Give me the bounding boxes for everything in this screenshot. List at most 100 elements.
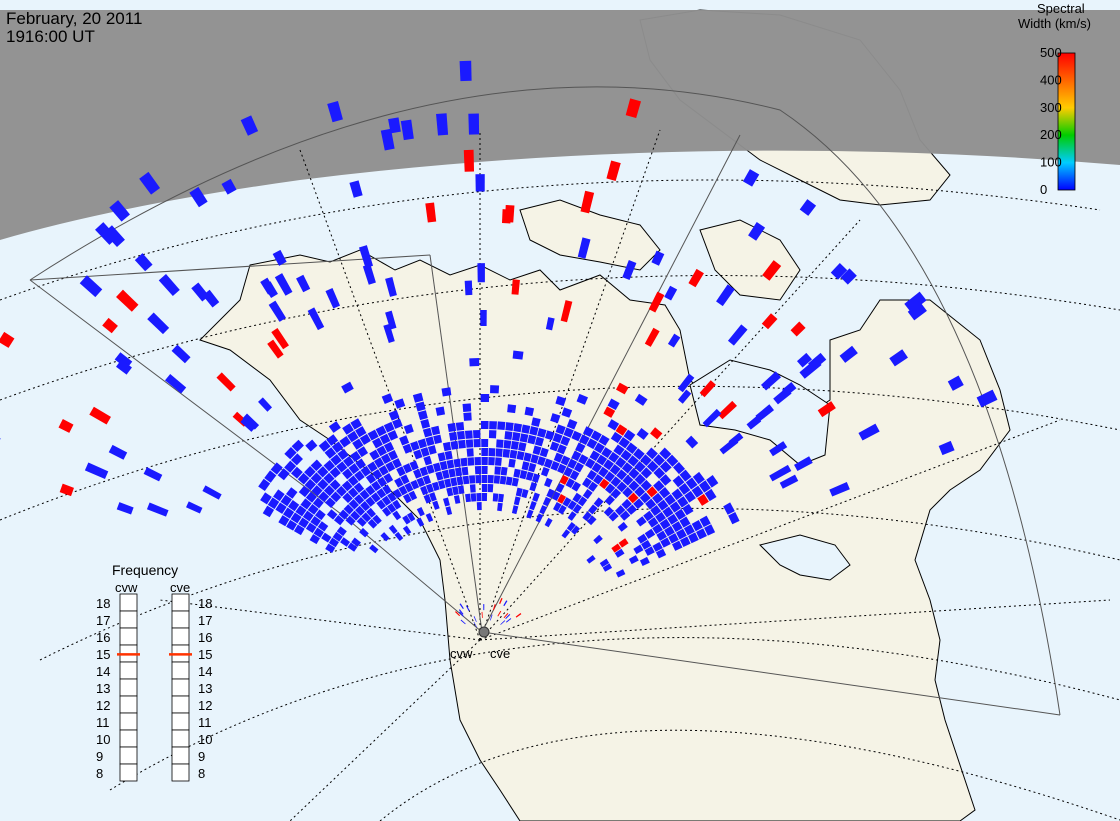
echo-cell (625, 442, 638, 454)
echo-cell (505, 422, 514, 431)
colorbar-tick: 100 (1040, 155, 1062, 170)
echo-cell (431, 481, 440, 492)
echo-cell (425, 202, 437, 223)
echo-cell (621, 462, 633, 474)
echo-cell (340, 537, 351, 547)
echo-cell (189, 186, 208, 208)
echo-cell (549, 441, 560, 452)
echo-cell (300, 498, 312, 510)
date-label: February, 20 2011 (6, 9, 142, 28)
colorbar-tick: 200 (1040, 127, 1062, 142)
echo-cell (0, 331, 15, 348)
echo-cell (437, 452, 446, 462)
echo-cell (476, 493, 482, 502)
lat-lon-grid (0, 129, 1120, 821)
echo-cell (668, 533, 679, 544)
echo-cell (398, 485, 408, 496)
echo-cell (677, 496, 689, 508)
echo-cell (518, 442, 527, 452)
echo-cell (58, 419, 74, 433)
echo-cell (499, 475, 507, 485)
echo-cell (355, 426, 367, 438)
echo-cell (790, 321, 806, 337)
echo-cell (513, 423, 523, 433)
colorbar-gradient (1057, 52, 1076, 191)
echo-cell (417, 438, 427, 449)
echo-cell (343, 504, 354, 515)
freq-tick-cve: 9 (198, 749, 205, 764)
echo-cell (139, 171, 161, 195)
echo-cell (593, 534, 603, 545)
echo-cell (622, 486, 634, 498)
echo-cell (310, 472, 323, 484)
echo-cell (512, 350, 524, 360)
echo-cell (454, 467, 463, 477)
echo-cell (571, 525, 581, 535)
night-shading (0, 10, 1120, 240)
echo-cell (305, 439, 318, 452)
echo-cell (559, 474, 569, 485)
echo-cell (505, 618, 512, 623)
echo-cell (603, 506, 614, 517)
echo-cell (682, 503, 694, 516)
echo-cell (907, 302, 927, 321)
echo-cell (563, 466, 573, 477)
echo-cell (840, 268, 857, 285)
echo-cell (297, 472, 310, 485)
echo-cell (621, 498, 632, 510)
echo-cell (889, 349, 908, 367)
echo-cell (473, 616, 477, 622)
freq-tick-cve: 13 (198, 681, 212, 696)
echo-cell (499, 597, 503, 604)
echo-cell (387, 430, 399, 441)
echo-cell (436, 113, 449, 136)
echo-cell (445, 506, 453, 516)
echo-cell (504, 204, 515, 223)
echo-cell (353, 482, 365, 494)
colorbar-tick: 0 (1040, 182, 1047, 197)
echo-cell (461, 466, 469, 476)
echo-cell (566, 419, 578, 430)
echo-cell (349, 180, 363, 198)
echo-cell (634, 473, 646, 485)
echo-cell (342, 423, 354, 435)
echo-cell (422, 475, 432, 485)
echo-cell (463, 412, 472, 421)
echo-cell (347, 487, 359, 498)
echo-cell (388, 524, 398, 535)
radar-echoes (0, 60, 998, 628)
echo-cell (582, 489, 593, 500)
echo-cell (606, 160, 621, 181)
echo-cell (355, 458, 367, 470)
echo-cell (799, 199, 817, 216)
echo-cell (459, 611, 464, 617)
freq-tick-cvw: 17 (96, 613, 110, 628)
echo-cell (164, 373, 187, 394)
echo-cell (619, 510, 631, 521)
echo-cell (580, 190, 595, 214)
echo-cell (325, 288, 341, 309)
echo-cell (531, 417, 541, 427)
echo-cell (275, 502, 287, 514)
echo-cell (429, 492, 437, 502)
echo-cell (260, 492, 272, 505)
echo-cell (365, 473, 377, 484)
echo-cell (566, 521, 576, 532)
echo-cell (557, 494, 567, 504)
echo-cell (394, 531, 404, 541)
echo-cell (376, 499, 386, 510)
echo-cell (527, 434, 537, 445)
echo-cell (634, 393, 648, 406)
echo-cell (561, 407, 573, 418)
echo-cell (287, 500, 300, 512)
echo-cell (284, 460, 297, 473)
echo-cell (697, 493, 709, 506)
echo-cell (329, 479, 341, 491)
echo-cell (596, 454, 608, 466)
echo-cell (311, 485, 323, 497)
echo-cell (493, 475, 501, 484)
echo-cell (417, 410, 428, 421)
echo-cell (529, 501, 537, 511)
echo-cell (406, 512, 416, 522)
echo-cell (769, 464, 792, 482)
